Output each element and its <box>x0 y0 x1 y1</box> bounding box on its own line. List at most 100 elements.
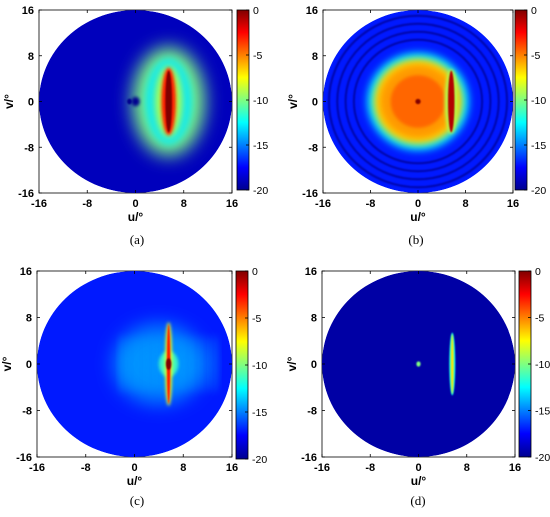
beam-feature <box>165 70 172 133</box>
x-tick-label: -8 <box>365 462 375 474</box>
colorbar-tick-label: -15 <box>535 406 550 418</box>
heatmap <box>37 271 232 457</box>
colorbar-tick-label: 0 <box>531 5 537 17</box>
panel-caption: (a) <box>130 232 144 247</box>
sidelobe-ripple <box>146 334 154 394</box>
colorbar-tick-label: 0 <box>535 266 541 278</box>
y-tick-label: 0 <box>28 97 34 109</box>
x-tick-label: 16 <box>507 198 519 210</box>
x-tick-label: -8 <box>81 462 91 474</box>
y-tick-label: 0 <box>26 359 32 371</box>
colorbar-tick-label: 0 <box>253 5 259 17</box>
sidelobe-ripple <box>210 334 218 394</box>
x-tick-label: -16 <box>314 462 330 474</box>
beam-feature <box>127 98 132 105</box>
y-tick-label: -8 <box>307 406 317 418</box>
y-axis-label: v/° <box>285 356 299 371</box>
colorbar-tick-label: -15 <box>253 140 268 152</box>
colorbar-tick-label: -5 <box>253 50 262 62</box>
x-tick-label: 16 <box>226 462 238 474</box>
x-axis-label: u/° <box>410 210 426 224</box>
x-tick-label: 0 <box>131 462 137 474</box>
x-tick-label: 16 <box>509 462 521 474</box>
x-tick-label: 0 <box>132 198 138 210</box>
x-axis-label: u/° <box>411 474 427 488</box>
sidelobe-ripple <box>174 334 182 394</box>
colorbar-tick-label: -5 <box>252 313 261 325</box>
x-tick-label: -16 <box>31 198 47 210</box>
y-tick-label: -8 <box>22 406 32 418</box>
y-tick-label: 16 <box>20 266 32 278</box>
colorbar-tick-label: -20 <box>531 185 546 197</box>
panel-d: -16 -8 0 8 16 16 8 0 -8 -16 u/° v/° 0 -5 -10 -15 -20 (d) <box>285 266 550 508</box>
beam-feature <box>415 98 421 105</box>
colorbar-tick-label: -5 <box>535 313 544 325</box>
x-tick-label: 8 <box>462 198 468 210</box>
colorbar-tick-label: -20 <box>253 185 268 197</box>
y-tick-label: -16 <box>16 452 32 464</box>
colorbar-tick-label: -10 <box>253 95 268 107</box>
x-tick-label: 0 <box>415 462 421 474</box>
heatmap <box>323 10 513 193</box>
colorbar-tick-label: -10 <box>531 95 546 107</box>
x-tick-label: 0 <box>415 198 421 210</box>
x-tick-label: -8 <box>82 198 92 210</box>
beam-feature <box>131 96 140 107</box>
y-axis-label: v/° <box>2 94 16 109</box>
sidelobe-ripple <box>201 334 209 394</box>
beam-feature <box>447 70 455 133</box>
x-axis-label: u/° <box>127 474 143 488</box>
sidelobe-ripple <box>183 334 191 394</box>
beam-feature <box>450 334 454 394</box>
y-tick-label: 8 <box>311 313 317 325</box>
beam-feature <box>165 358 172 370</box>
panel-a: -16 -8 0 8 16 16 8 0 -8 -16 u/° v/° 0 -5 -10 -15 -20 (a) <box>2 5 268 247</box>
panel-caption: (b) <box>408 232 423 247</box>
sidelobe-ring <box>344 30 492 173</box>
sidelobe-ring <box>327 14 509 189</box>
sidelobe-ripple <box>155 334 164 394</box>
colorbar-tick-label: -15 <box>252 407 267 419</box>
y-axis-label: v/° <box>286 94 300 109</box>
y-tick-label: -16 <box>18 188 34 200</box>
colorbar-tick-label: -5 <box>531 50 540 62</box>
sidelobe-ripple <box>128 334 136 394</box>
y-tick-label: 16 <box>22 5 34 17</box>
panel-caption: (c) <box>130 493 144 508</box>
x-tick-label: -16 <box>29 462 45 474</box>
panel-b: -16 -8 0 8 16 16 8 0 -8 -16 u/° v/° 0 -5 -10 -15 -20 (b) <box>286 5 546 247</box>
colorbar-tick-label: -10 <box>252 360 267 372</box>
y-tick-label: -8 <box>308 142 318 154</box>
y-tick-label: 8 <box>312 51 318 63</box>
x-tick-label: -16 <box>315 198 331 210</box>
x-tick-label: 16 <box>226 198 238 210</box>
y-tick-label: -8 <box>24 142 34 154</box>
y-tick-label: -16 <box>301 452 317 464</box>
y-tick-label: 0 <box>312 97 318 109</box>
x-tick-label: -8 <box>366 198 376 210</box>
x-tick-label: 8 <box>180 462 186 474</box>
y-tick-label: 16 <box>306 5 318 17</box>
colorbar-tick-label: -20 <box>535 452 550 464</box>
sidelobe-ripple <box>192 334 200 394</box>
y-tick-label: -16 <box>302 188 318 200</box>
x-tick-label: 8 <box>464 462 470 474</box>
sidelobe-ring <box>352 38 484 165</box>
y-tick-label: 16 <box>305 266 317 278</box>
x-tick-label: 8 <box>181 198 187 210</box>
colorbar-tick-label: -10 <box>535 359 550 371</box>
colorbar-tick-label: -20 <box>252 454 267 466</box>
heatmap <box>39 10 232 193</box>
sidelobe-ring <box>336 22 500 181</box>
beam-feature <box>416 361 421 367</box>
y-tick-label: 8 <box>26 313 32 325</box>
colorbar-tick-label: -15 <box>531 140 546 152</box>
colorbar-tick-label: 0 <box>252 266 258 278</box>
y-tick-label: 8 <box>28 51 34 63</box>
sidelobe-ripple <box>137 334 145 394</box>
panel-c: -16 -8 0 8 16 16 8 0 -8 -16 u/° v/° 0 -5 -10 -15 -20 (c) <box>0 266 267 508</box>
y-axis-label: v/° <box>0 356 14 371</box>
x-axis-label: u/° <box>128 210 144 224</box>
heatmap <box>322 271 515 457</box>
